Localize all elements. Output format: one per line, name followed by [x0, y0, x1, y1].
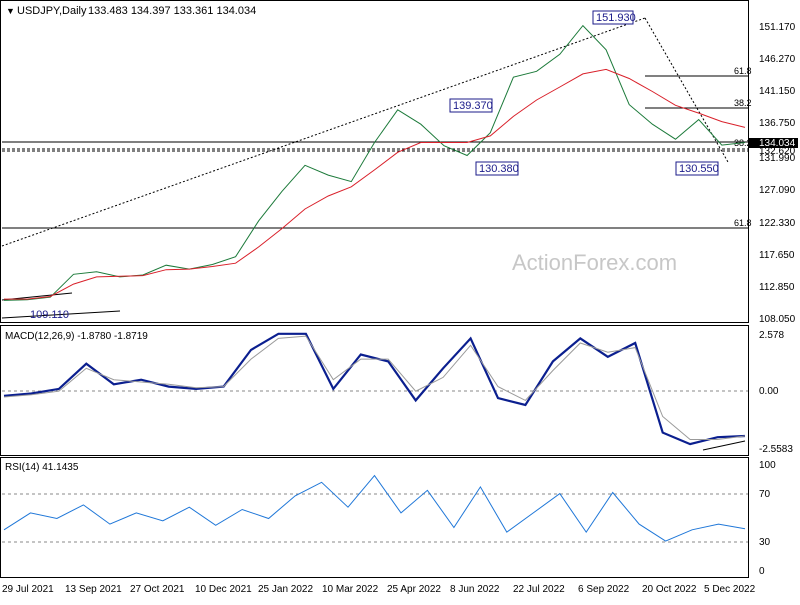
x-tick-7: 8 Jun 2022	[450, 584, 500, 595]
price-tick-3: 136.750	[759, 118, 796, 129]
x-tick-4: 25 Jan 2022	[258, 584, 313, 595]
price-yaxis: 151.170 146.270 141.150 136.750 131.990 …	[759, 22, 796, 325]
macd-tick-2: -2.5583	[759, 444, 793, 455]
chart-symbol: USDJPY,Daily	[17, 5, 87, 17]
macd-tick-0: 2.578	[759, 330, 784, 341]
x-tick-10: 20 Oct 2022	[642, 584, 697, 595]
chart-ohlc: 133.483 134.397 133.361 134.034	[88, 5, 256, 17]
rsi-tick-2: 30	[759, 537, 771, 548]
x-tick-0: 29 Jul 2021	[2, 584, 54, 595]
x-tick-2: 27 Oct 2021	[130, 584, 185, 595]
rsi-tick-0: 100	[759, 460, 776, 471]
label-recent-low: 130.550	[679, 163, 719, 175]
dotted-trendline	[1, 17, 646, 247]
x-axis: 29 Jul 2021 13 Sep 2021 27 Oct 2021 10 D…	[2, 584, 756, 595]
rsi-title: RSI(14) 41.1435	[5, 462, 79, 473]
price-tick-6: 122.330	[759, 218, 796, 229]
second-price-label: 132.620	[759, 146, 796, 157]
x-tick-1: 13 Sep 2021	[65, 584, 122, 595]
fib-label-618-top: 61.8	[734, 66, 752, 76]
fib-label-382-top: 38.2	[734, 98, 752, 108]
price-label-boxes: 151.930 139.370 130.380 130.550 109.110 …	[30, 10, 752, 321]
early-line-b	[1, 310, 121, 319]
current-price-label: 134.034	[759, 138, 796, 149]
price-panel	[0, 0, 749, 323]
trend-lines	[1, 17, 748, 451]
fib-label-618-low: 61.8	[734, 218, 752, 228]
label-high: 151.930	[596, 12, 636, 24]
x-tick-6: 25 Apr 2022	[387, 584, 441, 595]
x-tick-11: 5 Dec 2022	[704, 584, 756, 595]
price-tick-1: 146.270	[759, 54, 796, 65]
price-tick-0: 151.170	[759, 22, 796, 33]
rsi-series-0	[3, 474, 746, 542]
label-mid-low: 130.380	[479, 163, 519, 175]
macd-title: MACD(12,26,9) -1.8780 -1.8719	[5, 331, 148, 342]
watermark: ActionForex.com	[512, 250, 677, 275]
macd-div-line	[702, 440, 746, 451]
price-tick-9: 108.050	[759, 314, 796, 325]
price-tick-5: 127.090	[759, 185, 796, 196]
header-triangle-icon: ▼	[6, 6, 15, 16]
current-price-box	[749, 138, 798, 148]
rsi-tick-3: 0	[759, 566, 765, 577]
x-tick-5: 10 Mar 2022	[322, 584, 379, 595]
rsi-tick-1: 70	[759, 489, 771, 500]
price-tick-2: 141.150	[759, 86, 796, 97]
x-tick-9: 6 Sep 2022	[578, 584, 630, 595]
x-tick-8: 22 Jul 2022	[513, 584, 565, 595]
macd-series-1	[3, 335, 746, 440]
price-tick-4: 131.990	[759, 153, 796, 164]
label-start-low: 109.110	[30, 309, 69, 321]
price-tick-7: 117.650	[759, 250, 795, 261]
x-tick-3: 10 Dec 2021	[195, 584, 252, 595]
series-layer	[3, 24, 746, 542]
label-mid-high: 139.370	[453, 100, 493, 112]
price-tick-8: 112.850	[759, 282, 795, 293]
macd-tick-1: 0.00	[759, 386, 779, 397]
price-series-1	[4, 68, 746, 300]
